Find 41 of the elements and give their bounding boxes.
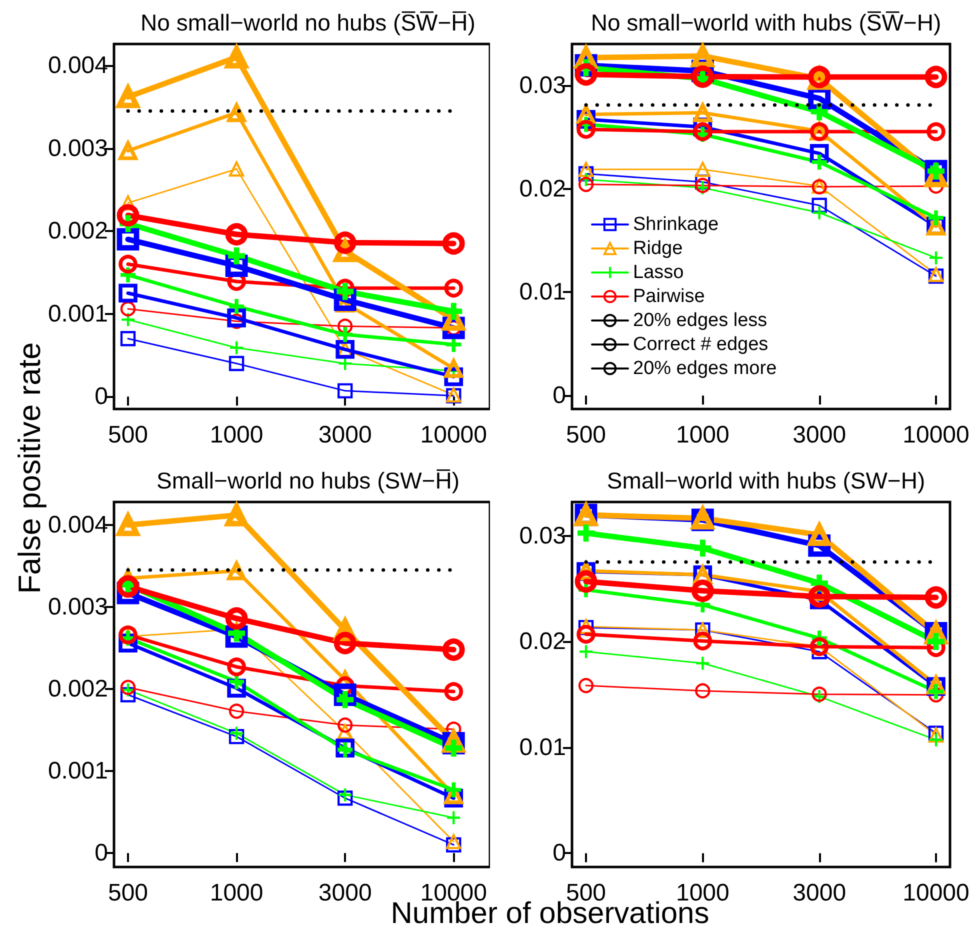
chart-title: Small−world with hubs (SW−H) bbox=[606, 468, 926, 494]
legend-label: Shrinkage bbox=[633, 214, 719, 235]
x-tick-label: 10000 bbox=[902, 880, 970, 906]
chart-title: No small−world no hubs (S̅W̅−H̅) bbox=[140, 10, 476, 36]
y-tick-label: 0.003 bbox=[48, 593, 108, 620]
y-tick-label: 0.004 bbox=[48, 52, 108, 80]
legend-label: 20% edges more bbox=[633, 358, 777, 379]
legend-label: Correct # edges bbox=[633, 334, 768, 355]
x-tick-label: 1000 bbox=[210, 422, 264, 448]
chart-title: No small−world with hubs (S̅W̅−H) bbox=[590, 10, 942, 36]
y-tick-label: 0.001 bbox=[48, 758, 108, 785]
x-tick-label: 1000 bbox=[210, 880, 264, 906]
x-tick-label: 500 bbox=[566, 880, 606, 906]
y-tick-label: 0.03 bbox=[519, 72, 566, 99]
x-tick-label: 1000 bbox=[676, 422, 730, 448]
x-tick-label: 3000 bbox=[318, 422, 372, 448]
y-tick-label: 0.002 bbox=[48, 218, 108, 245]
y-tick-label: 0.01 bbox=[519, 278, 566, 306]
chart-title: Small−world no hubs (SW−H̅) bbox=[156, 468, 460, 494]
x-tick-label: 10000 bbox=[420, 422, 488, 448]
y-tick-label: 0.01 bbox=[519, 734, 566, 761]
y-tick-label: 0.004 bbox=[48, 511, 108, 538]
x-tick-label: 1000 bbox=[676, 880, 730, 906]
x-tick-label: 3000 bbox=[792, 422, 846, 448]
legend-label: Lasso bbox=[633, 262, 684, 283]
x-tick-label: 3000 bbox=[792, 880, 846, 906]
x-tick-label: 10000 bbox=[902, 422, 970, 448]
y-tick-label: 0.03 bbox=[519, 522, 566, 550]
x-tick-label: 500 bbox=[108, 422, 148, 448]
y-tick-label: 0.02 bbox=[519, 175, 566, 202]
y-tick-label: 0.02 bbox=[519, 628, 566, 656]
y-axis-title: False positive rate bbox=[12, 342, 48, 594]
y-tick-label: 0.003 bbox=[48, 134, 108, 162]
legend-label: Pairwise bbox=[633, 286, 705, 307]
x-tick-label: 500 bbox=[108, 880, 148, 906]
y-tick-label: 0.001 bbox=[48, 300, 108, 328]
legend-label: 20% edges less bbox=[633, 310, 768, 331]
legend-label: Ridge bbox=[633, 238, 683, 259]
x-tick-label: 3000 bbox=[318, 880, 372, 906]
y-tick-label: 0.002 bbox=[48, 676, 108, 703]
x-tick-label: 500 bbox=[566, 422, 606, 448]
